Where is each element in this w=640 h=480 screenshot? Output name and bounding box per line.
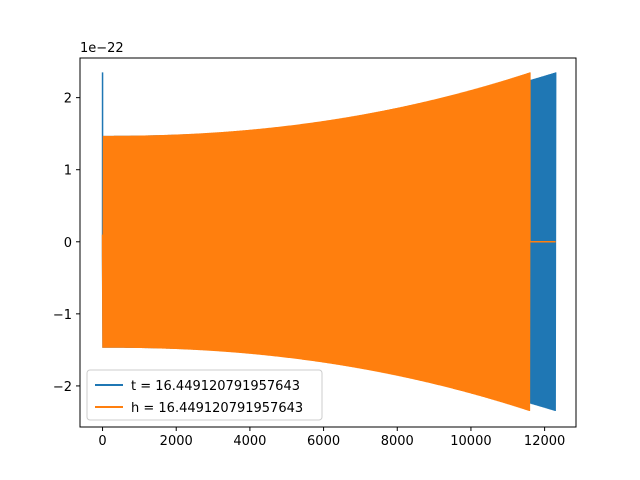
legend: t = 16.449120791957643 h = 16.4491207919…	[86, 369, 323, 421]
y-tick-label: −2	[53, 380, 72, 395]
y-tick-label: 2	[64, 92, 72, 107]
legend-box	[86, 369, 323, 421]
x-tick-label: 10000	[450, 434, 491, 449]
x-tick-label: 8000	[381, 434, 414, 449]
y-tick-label: 0	[64, 236, 72, 251]
x-tick-label: 6000	[307, 434, 340, 449]
x-axis: 0 2000 4000 6000 8000 10000 12000	[98, 427, 565, 449]
series-line-1	[101, 72, 556, 411]
x-tick-label: 12000	[524, 434, 565, 449]
legend-label-series-1: h = 16.449120791957643	[131, 401, 303, 416]
x-tick-label: 4000	[233, 434, 266, 449]
y-tick-label: −1	[53, 308, 72, 323]
y-axis: 2 1 0 −1 −2	[53, 92, 80, 395]
legend-label-series-0: t = 16.449120791957643	[131, 379, 300, 394]
x-tick-label: 2000	[160, 434, 193, 449]
y-scale-label: 1e−22	[80, 41, 124, 56]
plot-area	[101, 72, 557, 411]
y-tick-label: 1	[64, 164, 72, 179]
axes-frame	[79, 57, 577, 428]
x-tick-label: 0	[98, 434, 106, 449]
